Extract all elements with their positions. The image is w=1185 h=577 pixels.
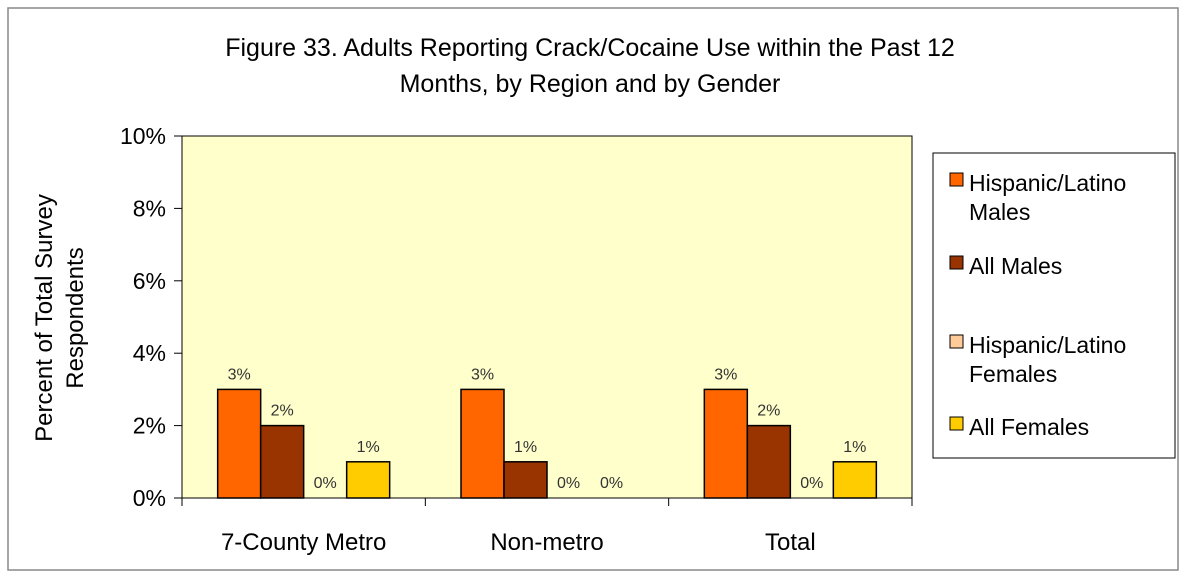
data-label: 1% [843,439,866,456]
x-category-label: Total [765,529,816,556]
legend-label: All Females [969,414,1089,440]
data-label: 2% [271,403,294,420]
legend-swatch [949,334,964,349]
y-tick-label: 8% [133,195,166,221]
chart-title: Figure 33. Adults Reporting Crack/Cocain… [225,34,955,98]
legend-label: All Males [969,253,1062,279]
y-axis: 0% 2% 4% 6% 8% 10% [120,123,183,511]
data-label: 1% [514,439,537,456]
x-axis: 7-County Metro Non-metro Total [181,497,913,556]
legend-label: Hispanic/Latino [969,332,1126,358]
legend-label: Females [969,361,1057,387]
legend-item: Hispanic/Latino Females [949,332,1126,387]
bar [703,388,749,499]
bar [503,461,548,499]
bars [216,388,878,499]
legend-swatch [949,172,964,187]
bar [746,424,792,499]
chart-title-line-2: Months, by Region and by Gender [400,70,781,98]
data-labels: 3% 2% 0% 1% 3% 1% 0% 0% 3% 2% 0% 1% [228,366,867,492]
bar [259,424,305,499]
y-tick-label: 0% [133,485,166,511]
data-label: 0% [600,475,623,492]
y-axis-title-line-2: Respondents [62,247,89,388]
legend-label: Hispanic/Latino [969,170,1126,196]
legend-swatch [949,416,964,431]
bar [832,461,878,499]
data-label: 1% [357,439,380,456]
y-tick-label: 10% [120,123,166,149]
data-label: 3% [714,366,737,383]
x-category-label: 7-County Metro [221,529,386,556]
y-tick-label: 4% [133,340,166,366]
data-label: 0% [314,475,337,492]
data-label: 3% [471,366,494,383]
data-label: 3% [228,366,251,383]
legend-label: Males [969,199,1030,225]
bar [345,461,391,499]
y-tick-label: 2% [133,413,166,439]
y-axis-title: Percent of Total Survey Respondents [31,194,89,442]
bar [216,388,262,499]
x-category-label: Non-metro [490,529,603,556]
legend-item: Hispanic/Latino Males [949,170,1126,225]
legend-swatch [949,255,964,270]
bar [460,388,505,499]
legend-item: All Females [949,414,1089,440]
data-label: 0% [800,475,823,492]
data-label: 0% [557,475,580,492]
legend: Hispanic/Latino Males All Males Hispanic/La… [949,170,1126,440]
chart-title-line-1: Figure 33. Adults Reporting Crack/Cocain… [225,34,955,62]
legend-item: All Males [949,253,1062,279]
y-tick-label: 6% [133,268,166,294]
y-axis-title-line-1: Percent of Total Survey [31,194,58,442]
legend-box [932,152,1176,459]
data-label: 2% [757,403,780,420]
